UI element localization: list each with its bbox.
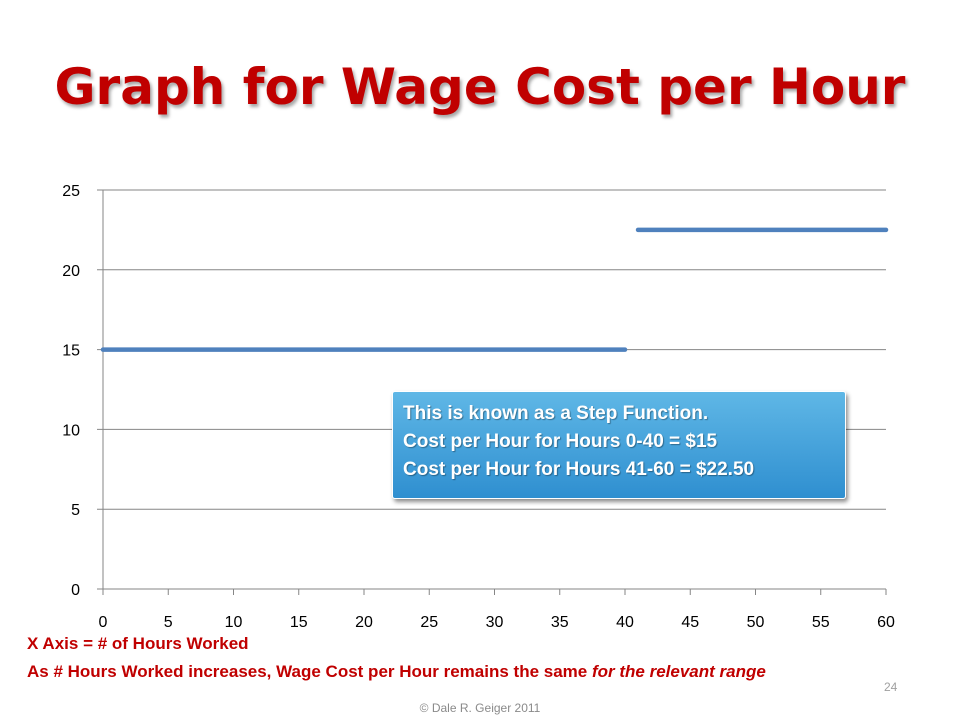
callout-line-3: Cost per Hour for Hours 41-60 = $22.50 [403, 459, 755, 480]
x-tick-label: 5 [164, 614, 173, 631]
step-function-callout: This is known as a Step Function. Cost p… [392, 391, 846, 499]
y-tick-label: 0 [71, 582, 80, 599]
relevant-range-note-main: As # Hours Worked increases, Wage Cost p… [27, 662, 592, 681]
page-number: 24 [884, 680, 898, 694]
x-tick-label: 0 [99, 614, 108, 631]
series-lines [100, 227, 889, 352]
y-tick-label: 5 [71, 502, 80, 519]
x-tick-labels: 0 5 10 15 20 25 30 35 40 45 50 55 60 [99, 614, 895, 631]
y-tick-label: 10 [62, 422, 80, 439]
axes [97, 190, 887, 595]
x-tick-label: 30 [486, 614, 504, 631]
x-tick-label: 55 [812, 614, 830, 631]
y-tick-label: 20 [62, 263, 80, 280]
x-tick-label: 25 [420, 614, 438, 631]
x-tick-label: 45 [681, 614, 699, 631]
copyright-footer: © Dale R. Geiger 2011 [419, 701, 541, 715]
x-tick-label: 15 [290, 614, 308, 631]
x-tick-label: 20 [355, 614, 373, 631]
callout-line-1: This is known as a Step Function. [403, 403, 709, 424]
relevant-range-note-italic: for the relevant range [591, 662, 766, 681]
slide-title: Graph for Wage Cost per Hour [54, 58, 906, 116]
y-tick-label: 25 [62, 183, 80, 200]
x-tick-label: 40 [616, 614, 634, 631]
x-axis-note: X Axis = # of Hours Worked [27, 634, 249, 653]
relevant-range-note: As # Hours Worked increases, Wage Cost p… [27, 662, 766, 682]
x-tick-label: 60 [877, 614, 895, 631]
x-tick-label: 35 [551, 614, 569, 631]
callout-line-2: Cost per Hour for Hours 0-40 = $15 [403, 431, 718, 452]
y-tick-label: 15 [62, 343, 80, 360]
x-tick-label: 50 [747, 614, 765, 631]
y-tick-labels: 0 5 10 15 20 25 [62, 183, 80, 599]
x-tick-label: 10 [225, 614, 243, 631]
